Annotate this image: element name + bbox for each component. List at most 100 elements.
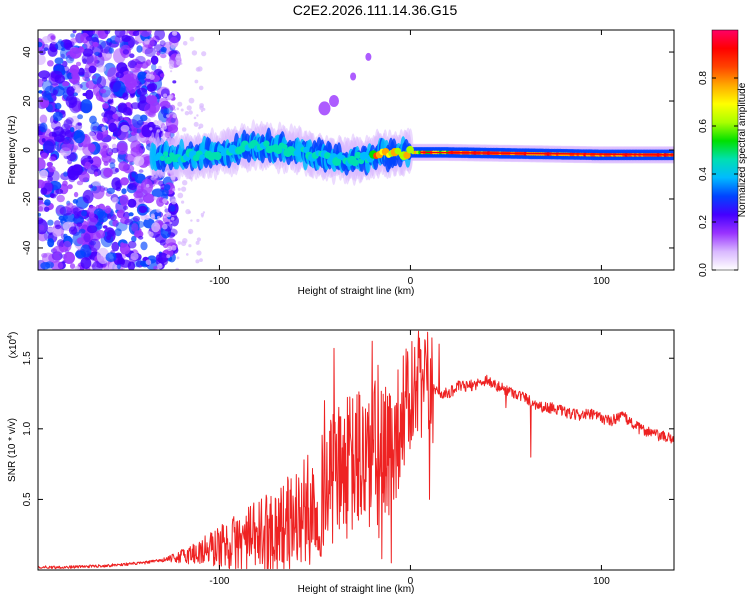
- noise-blob: [145, 259, 152, 266]
- noise-blob: [105, 252, 117, 263]
- noise-blob: [130, 146, 144, 158]
- noise-blob: [156, 208, 161, 213]
- noise-blob: [107, 99, 113, 104]
- noise-blob: [149, 127, 153, 131]
- noise-blob: [170, 43, 176, 49]
- ridge-core: [159, 155, 166, 161]
- diagonal-streak-blob: [350, 72, 357, 81]
- noise-blob: [168, 30, 181, 44]
- y-tick-label: 0: [22, 147, 33, 153]
- noise-blob: [181, 127, 187, 132]
- noise-blob: [78, 228, 86, 234]
- colorbar-tick-label: 0.6: [698, 119, 709, 133]
- noise-blob: [114, 167, 120, 173]
- noise-blob: [50, 260, 64, 270]
- noise-blob: [182, 41, 188, 46]
- noise-blob: [199, 103, 205, 108]
- noise-blob: [134, 230, 144, 238]
- noise-blob: [66, 86, 75, 96]
- noise-blob: [149, 208, 152, 212]
- ridge-core: [199, 154, 206, 160]
- ridge-core: [164, 156, 173, 164]
- noise-blob: [201, 51, 207, 57]
- noise-blob: [56, 194, 65, 203]
- noise-blob: [134, 64, 141, 71]
- noise-blob: [138, 235, 144, 240]
- noise-blob: [54, 134, 65, 143]
- noise-blob: [127, 198, 137, 208]
- noise-blob: [171, 198, 177, 205]
- noise-blob: [150, 93, 153, 96]
- noise-blob: [69, 263, 76, 269]
- noise-blob: [38, 179, 45, 189]
- noise-blob: [136, 87, 148, 96]
- noise-blob: [170, 70, 173, 73]
- noise-blob: [156, 120, 163, 126]
- noise-blob: [148, 231, 154, 237]
- noise-blob: [136, 128, 142, 134]
- noise-blob: [116, 142, 128, 155]
- noise-blob: [62, 81, 70, 87]
- noise-blob: [86, 225, 98, 234]
- noise-blob: [38, 206, 44, 212]
- noise-blob: [167, 245, 173, 251]
- noise-blob: [43, 47, 49, 51]
- colorbar-tick-label: 0.8: [698, 71, 709, 85]
- noise-blob: [162, 188, 169, 197]
- noise-blob: [128, 212, 134, 217]
- noise-blob: [83, 233, 91, 243]
- noise-blob: [67, 184, 73, 190]
- noise-blob: [84, 161, 92, 170]
- ridge-core: [332, 157, 342, 166]
- ridge-core: [354, 151, 362, 159]
- noise-blob: [38, 70, 50, 79]
- noise-blob: [42, 90, 52, 101]
- colorbar: 0.0 0.2 0.4 0.6 0.8 Normalized spectral ampl…: [698, 29, 748, 277]
- noise-blob: [200, 212, 205, 217]
- noise-blob: [181, 186, 187, 192]
- noise-blob: [172, 80, 177, 84]
- snr-ylabel: SNR (10 * v/v): [7, 418, 18, 482]
- noise-blob: [62, 240, 72, 252]
- noise-blob: [52, 245, 64, 255]
- noise-blob: [122, 49, 130, 55]
- noise-blob: [83, 40, 95, 49]
- x-tick-label: 0: [408, 276, 414, 287]
- noise-blob: [42, 43, 49, 51]
- noise-blob: [131, 235, 137, 243]
- noise-blob: [55, 188, 64, 195]
- noise-blob: [144, 77, 155, 90]
- snr-scale-label: (x104): [7, 332, 19, 359]
- noise-blob: [139, 94, 147, 104]
- noise-blob: [38, 219, 48, 235]
- noise-blob: [52, 227, 62, 238]
- noise-blob: [145, 183, 150, 188]
- noise-blob: [103, 160, 109, 166]
- noise-blob: [195, 240, 200, 245]
- noise-blob: [175, 55, 182, 62]
- noise-blob: [73, 191, 79, 198]
- noise-blob: [38, 41, 43, 48]
- noise-blob: [40, 187, 48, 195]
- noise-blob: [169, 94, 174, 99]
- noise-blob: [128, 182, 137, 191]
- noise-blob: [163, 216, 166, 219]
- noise-blob: [125, 153, 136, 163]
- noise-blob: [38, 54, 46, 65]
- noise-blob: [170, 217, 175, 221]
- noise-blob: [198, 123, 204, 129]
- spectrogram-ylabel: Frequency (Hz): [7, 116, 18, 185]
- noise-blob: [166, 254, 171, 259]
- noise-blob: [127, 132, 139, 143]
- diagonal-streak-blob: [329, 95, 339, 107]
- diagonal-streak-blob: [318, 101, 331, 116]
- noise-blob: [69, 47, 82, 59]
- noise-blob: [77, 122, 82, 126]
- noise-blob: [138, 169, 144, 173]
- noise-blob: [145, 94, 158, 105]
- noise-blob: [106, 229, 115, 237]
- ridge-core: [217, 145, 225, 153]
- figure-title: C2E2.2026.111.14.36.G15: [293, 2, 458, 18]
- snr-scale-close: ): [8, 332, 19, 335]
- noise-blob: [170, 245, 177, 251]
